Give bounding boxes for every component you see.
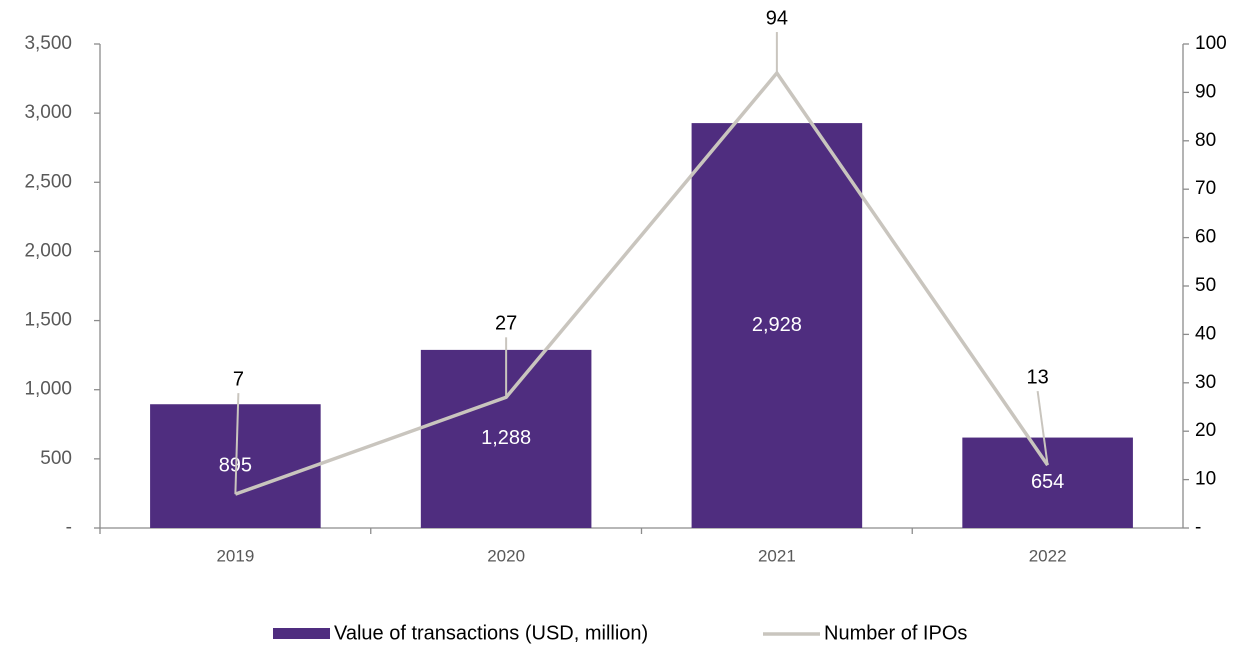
line-value-label: 7 [233, 368, 244, 390]
bar [691, 123, 863, 528]
y-tick-label: 3,000 [24, 102, 72, 123]
legend-label: Value of transactions (USD, million) [334, 622, 648, 644]
y-tick-label: 1,500 [24, 310, 72, 331]
y-tick-label: 2,000 [24, 240, 72, 261]
legend-swatch [273, 628, 330, 639]
y2-tick-label: - [1195, 517, 1201, 538]
y-tick-label: - [66, 517, 72, 538]
bar-value-label: 2,928 [752, 314, 802, 336]
y2-tick-label: 20 [1195, 420, 1216, 441]
y-tick-label: 3,500 [24, 33, 72, 54]
line-value-label: 94 [766, 7, 788, 29]
leader-line [1036, 390, 1049, 466]
y2-tick-label: 50 [1195, 275, 1216, 296]
y2-tick-label: 100 [1195, 33, 1227, 54]
leader-line [234, 393, 240, 495]
bar-value-label: 654 [1031, 471, 1064, 493]
x-tick-label: 2019 [216, 546, 254, 565]
y2-tick-label: 90 [1195, 81, 1216, 102]
x-tick-label: 2021 [758, 546, 796, 565]
y2-tick-label: 80 [1195, 130, 1216, 151]
y-tick-label: 1,000 [24, 379, 72, 400]
y2-tick-label: 40 [1195, 323, 1216, 344]
y2-tick-label: 70 [1195, 178, 1216, 199]
y-tick-label: 2,500 [24, 171, 72, 192]
y2-tick-label: 60 [1195, 227, 1216, 248]
y2-tick-label: 30 [1195, 372, 1216, 393]
x-tick-label: 2020 [487, 546, 525, 565]
bar-value-label: 1,288 [481, 427, 531, 449]
y-tick-label: 500 [40, 448, 72, 469]
line-value-label: 27 [495, 313, 517, 335]
x-tick-label: 2022 [1029, 546, 1067, 565]
line-value-label: 13 [1027, 366, 1049, 388]
line [234, 70, 1050, 496]
bar [962, 437, 1133, 528]
legend-label: Number of IPOs [824, 622, 967, 644]
y2-tick-label: 10 [1195, 469, 1216, 490]
